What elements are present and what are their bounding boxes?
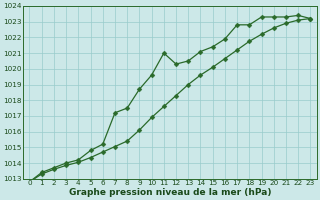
X-axis label: Graphe pression niveau de la mer (hPa): Graphe pression niveau de la mer (hPa) bbox=[69, 188, 271, 197]
